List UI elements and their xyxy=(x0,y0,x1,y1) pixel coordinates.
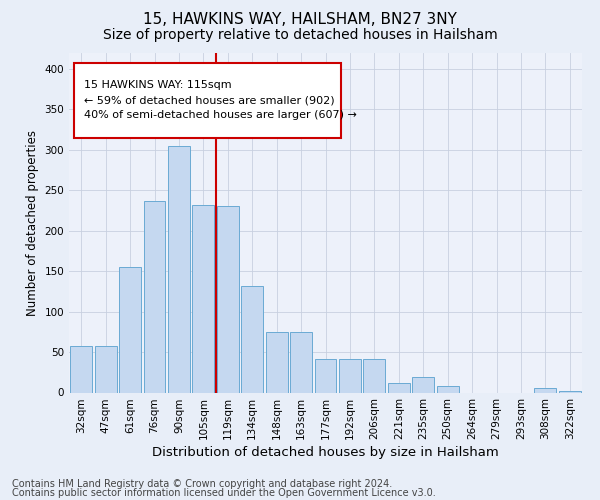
X-axis label: Distribution of detached houses by size in Hailsham: Distribution of detached houses by size … xyxy=(152,446,499,460)
Bar xyxy=(339,358,361,392)
Bar xyxy=(364,358,385,392)
Text: 15, HAWKINS WAY, HAILSHAM, BN27 3NY: 15, HAWKINS WAY, HAILSHAM, BN27 3NY xyxy=(143,12,457,28)
Bar xyxy=(314,358,337,392)
Y-axis label: Number of detached properties: Number of detached properties xyxy=(26,130,39,316)
Bar xyxy=(559,391,581,392)
Bar xyxy=(217,206,239,392)
Bar xyxy=(437,386,458,392)
Bar xyxy=(193,206,214,392)
Bar xyxy=(143,202,166,392)
Bar xyxy=(290,332,312,392)
Bar xyxy=(70,346,92,393)
Text: Contains HM Land Registry data © Crown copyright and database right 2024.: Contains HM Land Registry data © Crown c… xyxy=(12,479,392,489)
Text: Size of property relative to detached houses in Hailsham: Size of property relative to detached ho… xyxy=(103,28,497,42)
Bar xyxy=(119,267,141,392)
Text: Contains public sector information licensed under the Open Government Licence v3: Contains public sector information licen… xyxy=(12,488,436,498)
Bar xyxy=(241,286,263,393)
Text: 15 HAWKINS WAY: 115sqm
← 59% of detached houses are smaller (902)
40% of semi-de: 15 HAWKINS WAY: 115sqm ← 59% of detached… xyxy=(85,80,357,120)
FancyBboxPatch shape xyxy=(74,62,341,138)
Bar xyxy=(412,377,434,392)
Bar xyxy=(535,388,556,392)
Bar xyxy=(388,383,410,392)
Bar xyxy=(95,346,116,393)
Bar xyxy=(266,332,287,392)
Bar xyxy=(168,146,190,392)
